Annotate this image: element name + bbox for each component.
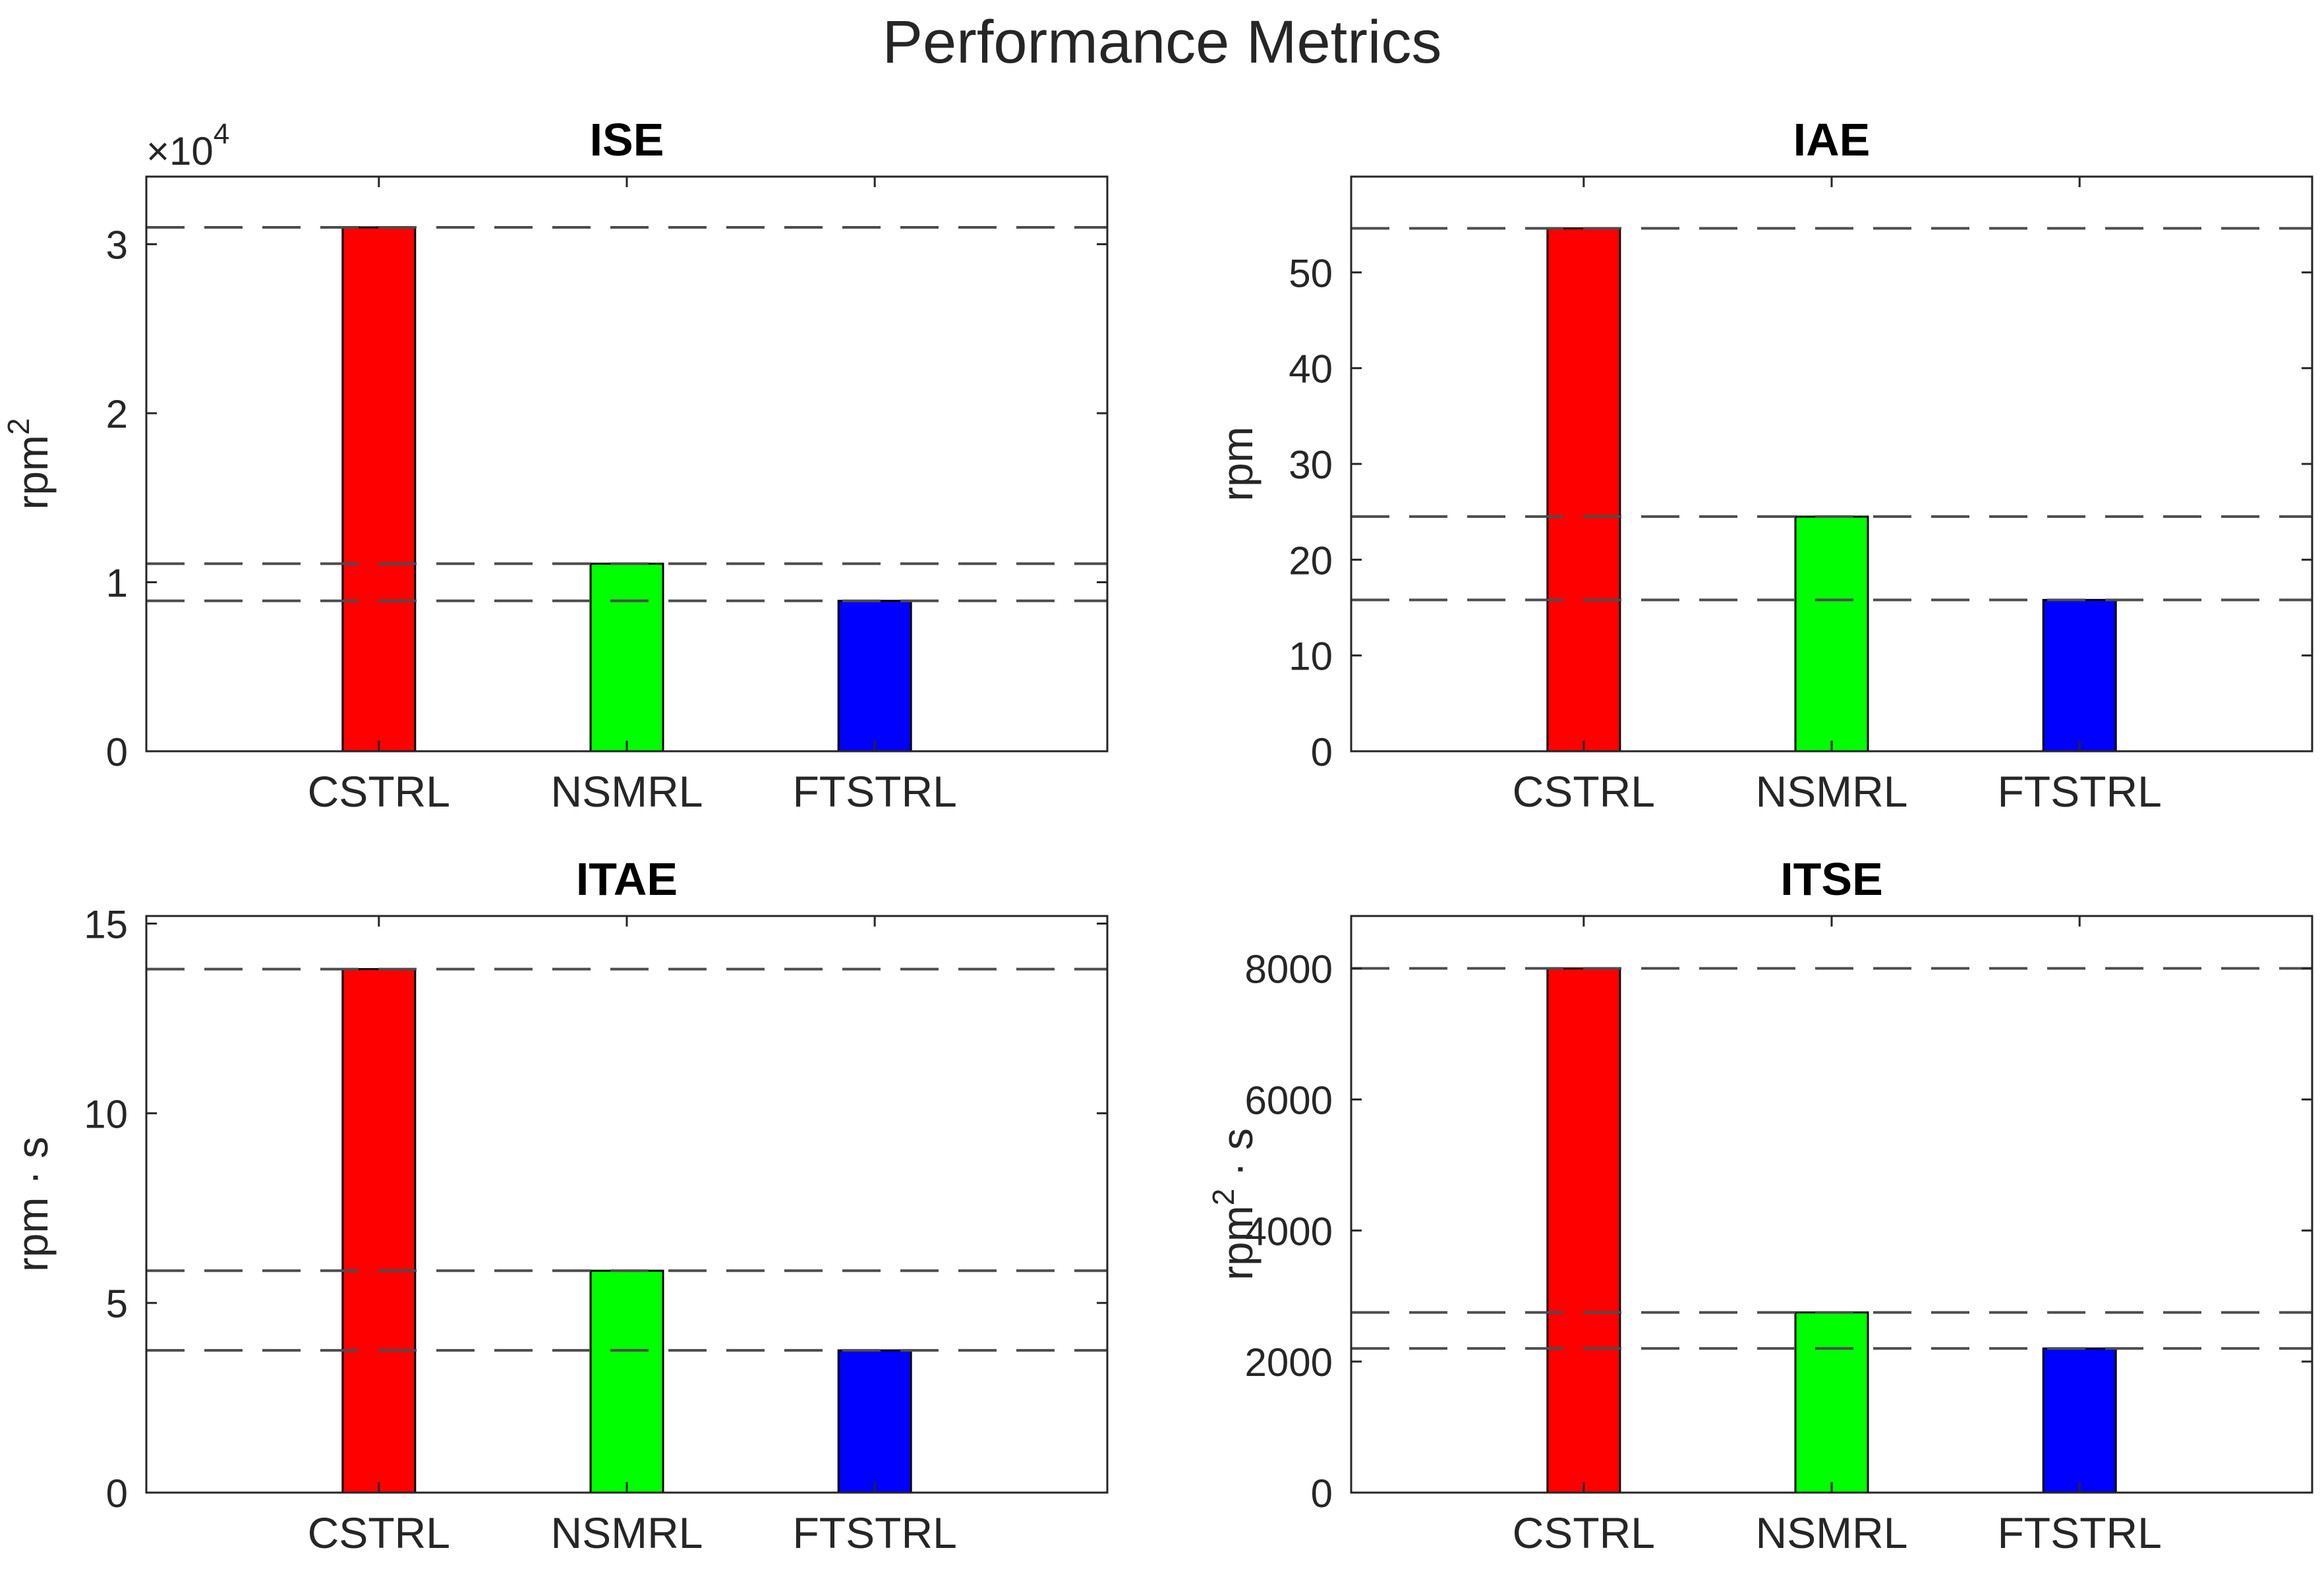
y-axis-label: rpm [1213, 426, 1262, 501]
y-tick-label: 0 [1311, 730, 1333, 774]
x-tick-label-cstrl: CSTRL [1513, 767, 1655, 816]
bar-nsmrl [1794, 515, 1869, 753]
y-tick-label: 6000 [1245, 1078, 1333, 1122]
x-tick-label-nsmrl: NSMRL [550, 767, 703, 816]
y-tick-label: 3 [106, 223, 128, 268]
panel-itae: 0 5 10 15 CSTRL NSMRL FTSTRL ITAE rpm · s [8, 853, 1109, 1557]
x-tick-label-nsmrl: NSMRL [1755, 1508, 1907, 1557]
panel-title: ITSE [1780, 853, 1883, 905]
bar-cstrl [1546, 967, 1621, 1494]
y-tick-label: 1 [106, 561, 128, 606]
x-tick-label-ftstrl: FTSTRL [792, 1508, 956, 1557]
bar-ftstrl [837, 600, 912, 753]
bar-ftstrl [2042, 1347, 2117, 1494]
y-axis-label: rpm2 [1, 418, 57, 509]
bar-nsmrl [589, 1269, 664, 1494]
panel-title: IAE [1793, 114, 1871, 165]
bar-nsmrl [589, 562, 664, 753]
bar-cstrl [341, 968, 417, 1494]
x-tick-label-cstrl: CSTRL [1513, 1508, 1655, 1557]
y-tick-label: 10 [1289, 635, 1333, 679]
x-tick-label-ftstrl: FTSTRL [1997, 767, 2161, 816]
y-axis-label: rpm2 · s [1206, 1128, 1262, 1280]
y-exponent-label: ×104 [146, 118, 229, 173]
y-tick-label: 2 [106, 392, 128, 436]
y-tick-label: 2000 [1245, 1340, 1333, 1385]
y-tick-label: 4000 [1245, 1209, 1333, 1253]
y-tick-label: 20 [1289, 538, 1333, 583]
panel-title: ITAE [576, 853, 678, 905]
y-axis-label: rpm · s [8, 1137, 57, 1272]
y-tick-label: 0 [106, 1472, 128, 1516]
bar-nsmrl [1794, 1311, 1869, 1494]
x-tick-label-ftstrl: FTSTRL [1997, 1508, 2161, 1557]
x-tick-label-ftstrl: FTSTRL [792, 767, 956, 816]
y-tick-label: 0 [106, 730, 128, 774]
figure-title: Performance Metrics [883, 9, 1442, 76]
bar-cstrl [341, 226, 417, 753]
panel-ise: 0 1 2 3 CSTRL NSMRL FTSTRL ISE rpm2 ×104 [1, 114, 1109, 816]
y-tick-label: 50 [1289, 251, 1333, 295]
y-tick-label: 40 [1289, 347, 1333, 391]
y-tick-label: 30 [1289, 443, 1333, 487]
y-tick-label: 5 [106, 1282, 128, 1326]
x-tick-label-nsmrl: NSMRL [1755, 767, 1907, 816]
y-tick-label: 8000 [1245, 948, 1333, 992]
y-tick-label: 15 [84, 903, 128, 947]
y-tick-label: 0 [1311, 1472, 1333, 1516]
bar-ftstrl [837, 1349, 912, 1494]
y-tick-label: 10 [84, 1092, 128, 1136]
x-tick-label-cstrl: CSTRL [308, 767, 450, 816]
panel-title: ISE [590, 114, 664, 165]
x-tick-label-cstrl: CSTRL [308, 1508, 450, 1557]
x-tick-label-nsmrl: NSMRL [550, 1508, 703, 1557]
bar-ftstrl [2042, 598, 2117, 753]
panel-iae: 0 10 20 30 40 50 CSTRL NSMRL FTSTRL IAE rpm [1213, 114, 2313, 816]
bar-cstrl [1546, 227, 1621, 753]
panel-itse: 0 2000 4000 6000 8000 CSTRL NSMRL FTSTRL ITSE rpm… [1206, 853, 2313, 1557]
